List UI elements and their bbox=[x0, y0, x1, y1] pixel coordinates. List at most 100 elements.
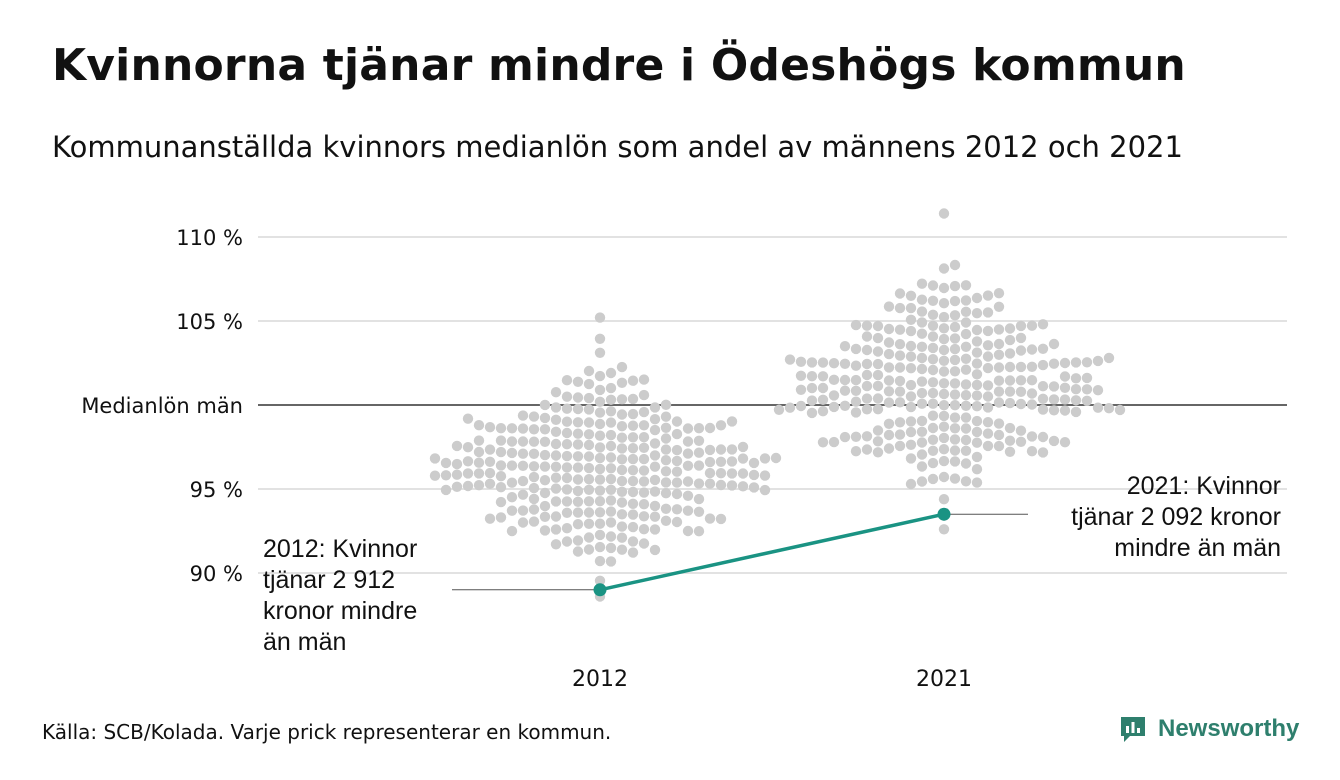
municipality-dot bbox=[561, 403, 573, 414]
municipality-dot bbox=[1037, 319, 1049, 330]
municipality-dot bbox=[1026, 388, 1038, 399]
municipality-dot bbox=[971, 401, 983, 412]
municipality-dot bbox=[517, 489, 529, 500]
municipality-dot bbox=[916, 449, 928, 460]
municipality-dot bbox=[850, 360, 862, 371]
municipality-dot bbox=[861, 393, 873, 404]
municipality-dot bbox=[938, 471, 950, 483]
annotation-2021: 2021: Kvinnor tjänar 2 092 kronor mindre ä… bbox=[1071, 472, 1281, 562]
municipality-dot bbox=[927, 309, 939, 320]
municipality-dot bbox=[583, 544, 595, 555]
municipality-dot bbox=[817, 394, 829, 405]
municipality-dot bbox=[927, 434, 939, 445]
municipality-dot bbox=[872, 404, 884, 415]
municipality-dot bbox=[616, 464, 628, 476]
municipality-dot bbox=[993, 440, 1005, 452]
municipality-dot bbox=[429, 470, 441, 481]
municipality-dot bbox=[561, 536, 573, 547]
municipality-dot bbox=[517, 423, 529, 434]
municipality-dot bbox=[828, 374, 840, 385]
municipality-dot bbox=[594, 452, 606, 464]
municipality-dot bbox=[572, 546, 584, 557]
municipality-dot bbox=[861, 369, 873, 381]
municipality-dot bbox=[605, 531, 617, 542]
municipality-dot bbox=[660, 444, 672, 455]
municipality-dot bbox=[1037, 404, 1049, 415]
annotation-2012: 2012: Kvinnor tjänar 2 912 kronor mindre än… bbox=[263, 535, 417, 656]
municipality-dot bbox=[495, 446, 507, 458]
x-tick-label: 2012 bbox=[572, 667, 628, 692]
municipality-dot bbox=[594, 474, 606, 485]
municipality-dot bbox=[1070, 395, 1082, 406]
municipality-dot bbox=[905, 401, 917, 413]
municipality-dot bbox=[693, 435, 705, 446]
municipality-dot bbox=[993, 349, 1005, 360]
annotation-2012-line: kronor mindre bbox=[263, 597, 417, 625]
municipality-dot bbox=[949, 473, 961, 484]
municipality-dot bbox=[960, 445, 972, 456]
y-tick-label: Medianlön män bbox=[81, 394, 243, 418]
municipality-dot bbox=[960, 458, 972, 469]
municipality-dot bbox=[938, 524, 950, 535]
municipality-dot bbox=[561, 427, 573, 439]
municipality-dot bbox=[949, 412, 961, 423]
municipality-dot bbox=[938, 366, 950, 377]
municipality-dot bbox=[550, 524, 562, 535]
municipality-dot bbox=[938, 333, 950, 345]
municipality-dot bbox=[605, 429, 617, 441]
municipality-dot bbox=[784, 402, 796, 413]
municipality-dot bbox=[850, 431, 862, 442]
municipality-dot bbox=[949, 456, 961, 467]
municipality-dot bbox=[1004, 435, 1016, 446]
municipality-dot bbox=[594, 485, 606, 496]
municipality-dot bbox=[982, 428, 994, 439]
municipality-dot bbox=[616, 361, 628, 373]
municipality-dot bbox=[583, 462, 595, 474]
municipality-dot bbox=[894, 350, 906, 361]
municipality-dot bbox=[638, 389, 650, 401]
municipality-dot bbox=[704, 467, 716, 479]
municipality-dot bbox=[572, 507, 584, 518]
municipality-dot bbox=[748, 457, 760, 469]
municipality-dot bbox=[1059, 437, 1071, 448]
municipality-dot bbox=[594, 347, 606, 358]
municipality-dot bbox=[715, 420, 727, 431]
municipality-dot bbox=[971, 477, 983, 488]
municipality-dot bbox=[938, 494, 950, 505]
municipality-dot bbox=[795, 400, 807, 412]
y-tick-label: 105 % bbox=[176, 310, 243, 334]
municipality-dot bbox=[550, 472, 562, 483]
municipality-dot bbox=[473, 420, 485, 431]
municipality-dot bbox=[872, 346, 884, 357]
municipality-dot bbox=[550, 539, 562, 550]
municipality-dot bbox=[1092, 355, 1104, 367]
municipality-dot bbox=[938, 410, 950, 422]
municipality-dot bbox=[938, 444, 950, 455]
municipality-dot bbox=[1015, 320, 1027, 332]
municipality-dot bbox=[682, 448, 694, 459]
municipality-dot bbox=[949, 389, 961, 400]
municipality-dot bbox=[1026, 375, 1038, 386]
municipality-dot bbox=[561, 450, 573, 462]
municipality-dot bbox=[528, 436, 540, 447]
municipality-dot bbox=[1048, 381, 1060, 392]
municipality-dot bbox=[993, 324, 1005, 335]
municipality-dot bbox=[649, 461, 661, 472]
municipality-dot bbox=[594, 507, 606, 518]
municipality-dot bbox=[682, 423, 694, 434]
municipality-dot bbox=[1015, 332, 1027, 344]
municipality-dot bbox=[817, 382, 829, 394]
municipality-dot bbox=[1070, 406, 1082, 418]
municipality-dot bbox=[1059, 357, 1071, 369]
municipality-dot bbox=[528, 471, 540, 483]
municipality-dot bbox=[938, 400, 950, 411]
municipality-dot bbox=[572, 376, 584, 387]
municipality-dot bbox=[861, 320, 873, 331]
municipality-dot bbox=[704, 456, 716, 468]
municipality-dot bbox=[737, 481, 749, 492]
municipality-dot bbox=[1004, 334, 1016, 346]
municipality-dot bbox=[616, 443, 628, 454]
municipality-dot bbox=[517, 517, 529, 528]
municipality-dot bbox=[759, 453, 771, 464]
municipality-dot bbox=[960, 423, 972, 434]
